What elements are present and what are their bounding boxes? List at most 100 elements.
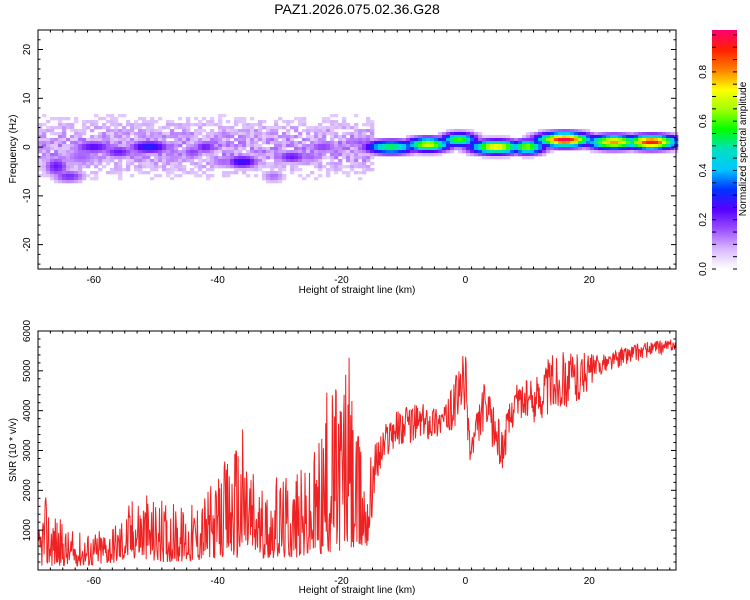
heatmap-cell [218, 165, 223, 169]
heatmap-cell [354, 141, 359, 145]
heatmap-cell [418, 141, 423, 145]
heatmap-cell [350, 150, 355, 154]
heatmap-cell [50, 159, 55, 163]
heatmap-cell [510, 141, 515, 145]
heatmap-cell [354, 129, 359, 133]
heatmap-cell [106, 126, 111, 130]
heatmap-cell [326, 150, 331, 154]
heatmap-cell [142, 147, 147, 151]
heatmap-cell [518, 144, 523, 148]
heatmap-cell [118, 147, 123, 151]
heatmap-cell [282, 168, 287, 172]
heatmap-cell [202, 150, 207, 154]
heatmap-cell [342, 150, 347, 154]
heatmap-cell [74, 159, 79, 163]
heatmap-cell [334, 168, 339, 172]
heatmap-cell [146, 153, 151, 157]
heatmap-cell [202, 135, 207, 139]
heatmap-cell [154, 153, 159, 157]
heatmap-cell [170, 147, 175, 151]
heatmap-cell [214, 162, 219, 166]
heatmap-cell [278, 159, 283, 163]
heatmap-cell [466, 150, 471, 154]
heatmap-cell [342, 117, 347, 121]
heatmap-cell [670, 144, 675, 148]
heatmap-cell [158, 153, 163, 157]
heatmap-cell [194, 147, 199, 151]
heatmap-cell [78, 180, 83, 184]
heatmap-cell [402, 150, 407, 154]
heatmap-cell [626, 132, 631, 136]
heatmap-cell [266, 147, 271, 151]
heatmap-cell [166, 171, 171, 175]
heatmap-cell [258, 168, 263, 172]
heatmap-cell [578, 138, 583, 142]
heatmap-cell [82, 147, 87, 151]
heatmap-cell [546, 135, 551, 139]
heatmap-cell [146, 156, 151, 160]
heatmap-cell [430, 147, 435, 151]
heatmap-cell [550, 141, 555, 145]
heatmap-cell [74, 177, 79, 181]
heatmap-cell [478, 135, 483, 139]
heatmap-cell [158, 126, 163, 130]
heatmap-cell [634, 144, 639, 148]
y-tick-label: 3000 [22, 439, 33, 462]
heatmap-cell [286, 123, 291, 127]
heatmap-cell [342, 144, 347, 148]
colorbar-tick-label: 0.8 [698, 64, 709, 78]
heatmap-cell [438, 132, 443, 136]
heatmap-cell [302, 123, 307, 127]
heatmap-cell [62, 141, 67, 145]
heatmap-cell [46, 153, 51, 157]
heatmap-cell [94, 156, 99, 160]
heatmap-cell [162, 138, 167, 142]
heatmap-cell [246, 141, 251, 145]
heatmap-cell [566, 132, 571, 136]
heatmap-cell [82, 156, 87, 160]
snr-ylabel: SNR (10 * v/v) [8, 418, 19, 482]
heatmap-cell [66, 159, 71, 163]
heatmap-cell [582, 141, 587, 145]
heatmap-cell [38, 159, 43, 163]
heatmap-cell [298, 162, 303, 166]
heatmap-cell [118, 174, 123, 178]
heatmap-cell [334, 135, 339, 139]
heatmap-cell [134, 141, 139, 145]
heatmap-cell [150, 132, 155, 136]
heatmap-cell [58, 126, 63, 130]
heatmap-cell [366, 150, 371, 154]
heatmap-cell [146, 147, 151, 151]
heatmap-cell [142, 138, 147, 142]
heatmap-cell [210, 156, 215, 160]
heatmap-cell [262, 138, 267, 142]
x-tick-label: 20 [584, 576, 596, 587]
heatmap-cell [218, 126, 223, 130]
heatmap-cell [78, 150, 83, 154]
heatmap-cell [230, 141, 235, 145]
heatmap-cell [470, 150, 475, 154]
heatmap-cell [98, 135, 103, 139]
heatmap-cell [318, 174, 323, 178]
heatmap-cell [410, 138, 415, 142]
heatmap-cell [142, 165, 147, 169]
heatmap-cell [458, 147, 463, 151]
heatmap-cell [222, 141, 227, 145]
heatmap-cell [138, 156, 143, 160]
heatmap-cell [142, 150, 147, 154]
heatmap-cell [342, 135, 347, 139]
heatmap-cell [210, 165, 215, 169]
heatmap-cell [434, 150, 439, 154]
heatmap-cell [246, 168, 251, 172]
heatmap-cell [50, 138, 55, 142]
heatmap-cell [70, 177, 75, 181]
heatmap-cell [414, 144, 419, 148]
heatmap-cell [38, 150, 43, 154]
heatmap-cell [646, 141, 651, 145]
heatmap-cell [78, 141, 83, 145]
heatmap-cell [198, 147, 203, 151]
heatmap-cell [154, 135, 159, 139]
heatmap-cell [94, 153, 99, 157]
heatmap-cell [190, 171, 195, 175]
